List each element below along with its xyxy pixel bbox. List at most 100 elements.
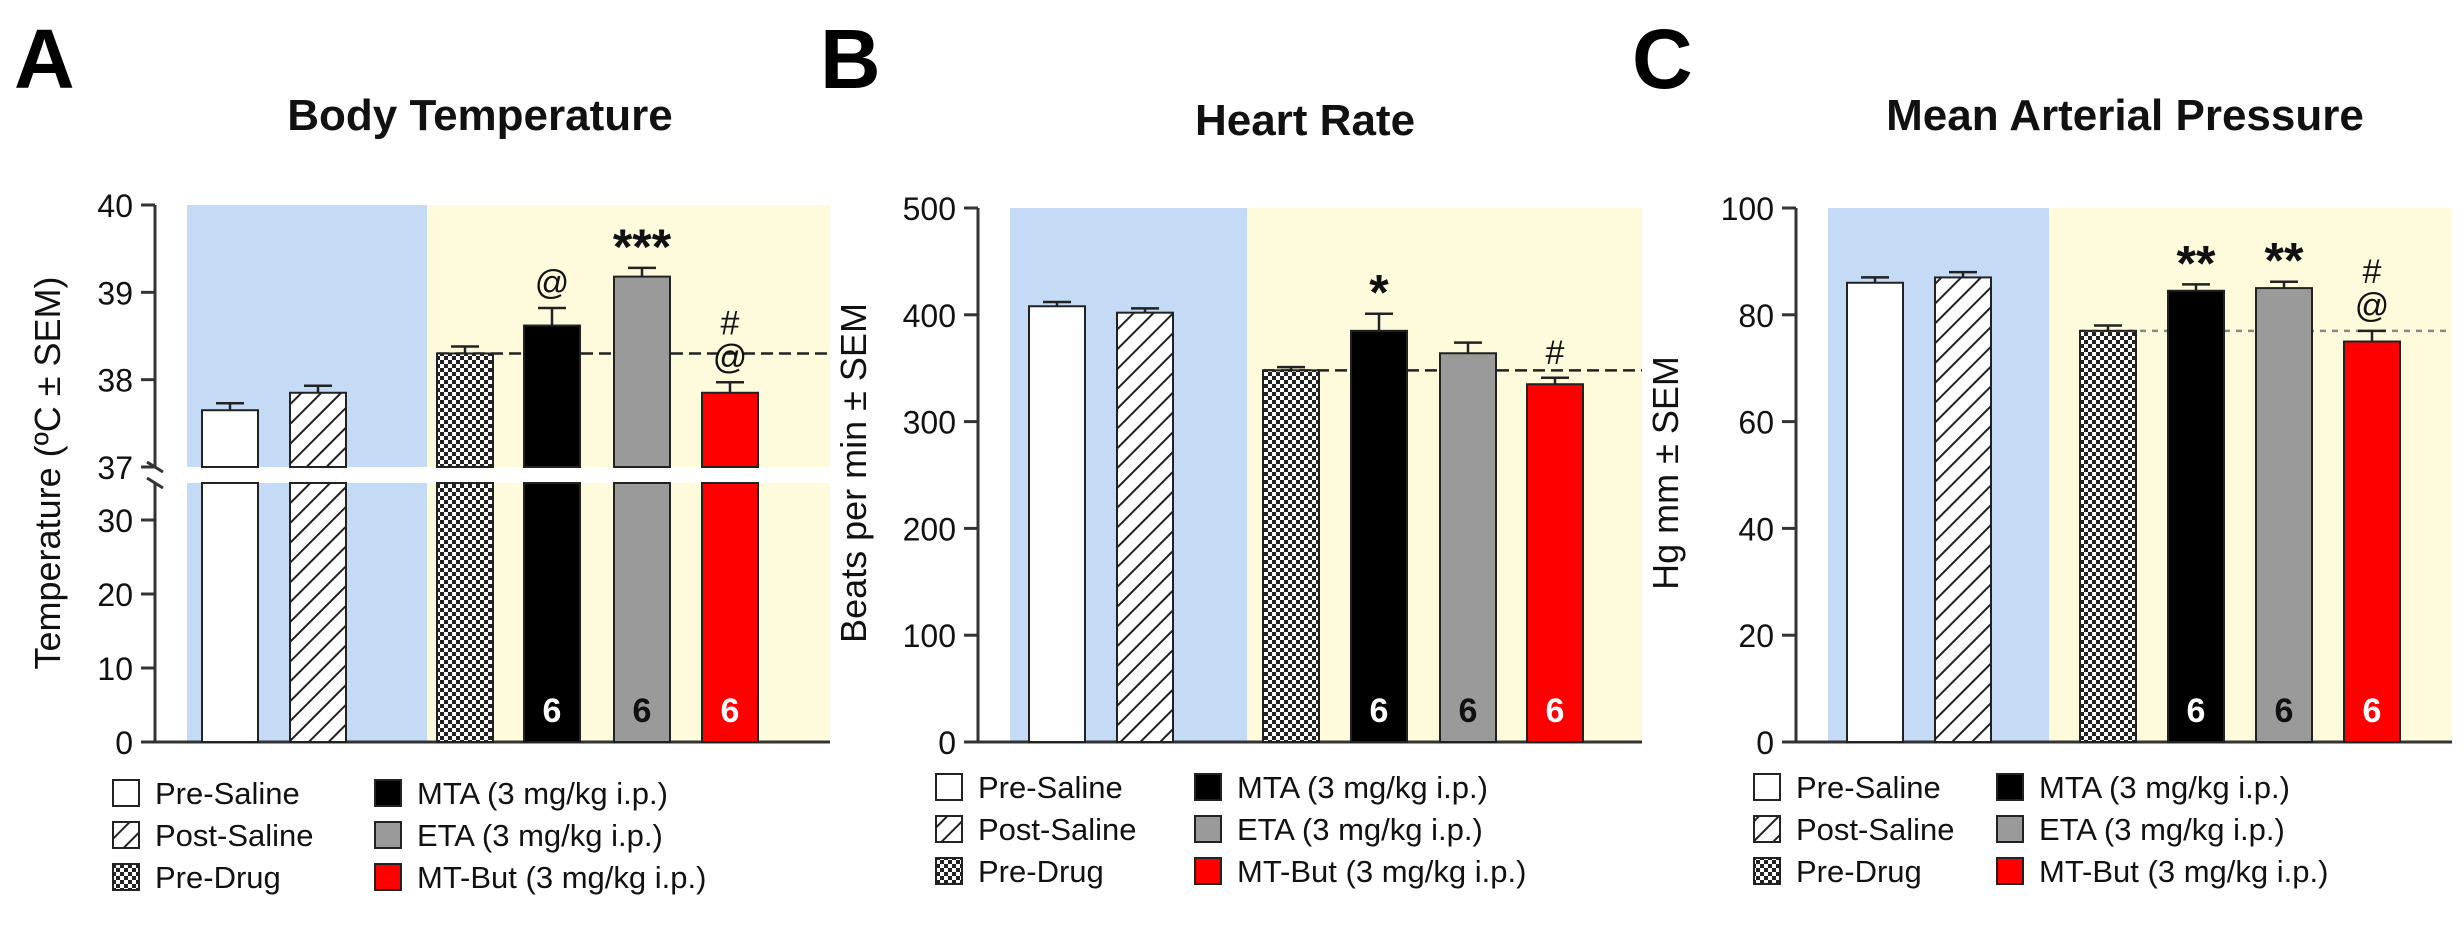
axis-break-band — [151, 467, 830, 483]
significance-marker: *** — [613, 219, 672, 275]
bar — [1116, 311, 1174, 743]
bar — [1028, 305, 1086, 743]
bar — [1526, 383, 1584, 743]
legend-swatch — [1996, 857, 2024, 885]
y-axis-label: Temperature (ºC ± SEM) — [27, 277, 68, 670]
n-label: 6 — [543, 692, 562, 730]
legend-item: ETA (3 mg/kg i.p.) — [417, 818, 663, 853]
legend-item: Post-Saline — [1796, 812, 1955, 847]
legend-swatch — [935, 857, 963, 885]
legend: Pre-Saline Post-Saline Pre-Drug MTA (3 mg/k… — [112, 776, 706, 895]
legend-swatch — [112, 779, 140, 807]
n-label: 6 — [2187, 692, 2206, 730]
significance-marker: @ — [2355, 287, 2390, 325]
legend-swatch — [112, 821, 140, 849]
bar-lower — [613, 482, 671, 743]
bar — [523, 324, 581, 468]
panel-map: C Mean Arterial Pressure Hg mm ± SEM 0 20 40 6… — [1632, 12, 2452, 889]
significance-marker: @ — [535, 264, 570, 302]
bar — [289, 391, 347, 468]
bar-lower — [701, 482, 759, 743]
panel-title: Body Temperature — [287, 91, 673, 140]
legend: Pre-Saline Post-Saline Pre-Drug MTA (3 mg/k… — [1753, 770, 2328, 889]
significance-marker: ** — [2177, 235, 2216, 291]
n-label: 6 — [1546, 692, 1565, 730]
legend-swatch — [1753, 815, 1781, 843]
y-tick-label: 400 — [903, 298, 956, 334]
y-tick-label: 200 — [903, 511, 956, 547]
n-label: 6 — [2275, 692, 2294, 730]
legend-item: Pre-Saline — [155, 776, 300, 811]
legend-swatch — [935, 773, 963, 801]
legend-item: Post-Saline — [155, 818, 314, 853]
legend-item: MT-But (3 mg/kg i.p.) — [2039, 854, 2328, 889]
legend-item: Pre-Drug — [978, 854, 1104, 889]
bar-lower — [523, 482, 581, 743]
significance-marker: ** — [2265, 233, 2304, 289]
y-tick-label: 0 — [115, 725, 133, 761]
y-tick-label: 500 — [903, 191, 956, 227]
significance-marker: # — [721, 304, 740, 342]
y-tick-label: 40 — [1738, 511, 1774, 547]
bar — [2167, 289, 2225, 743]
legend-swatch — [935, 815, 963, 843]
legend-swatch — [1194, 857, 1222, 885]
panel-hr: B Heart Rate Beats per min ± SEM 0 100 200 300… — [820, 12, 1642, 889]
legend-swatch — [112, 863, 140, 891]
y-axis-label: Hg mm ± SEM — [1645, 356, 1686, 590]
bar — [1846, 281, 1904, 743]
panel-letter: A — [14, 12, 75, 106]
legend-swatch — [1996, 773, 2024, 801]
n-label: 6 — [633, 692, 652, 730]
y-axis-label: Beats per min ± SEM — [833, 303, 874, 643]
significance-marker: * — [1369, 265, 1389, 321]
legend-swatch — [374, 863, 402, 891]
legend-swatch — [1194, 815, 1222, 843]
legend-item: Post-Saline — [978, 812, 1137, 847]
bar — [436, 352, 494, 469]
n-label: 6 — [2363, 692, 2382, 730]
significance-marker: @ — [713, 338, 748, 376]
bar — [2255, 287, 2313, 743]
panel-letter: C — [1632, 12, 1693, 106]
significance-marker: # — [1546, 334, 1565, 372]
y-tick-label: 300 — [903, 405, 956, 441]
legend-item: MTA (3 mg/kg i.p.) — [417, 776, 668, 811]
y-tick-label: 20 — [1738, 618, 1774, 654]
bar-lower — [201, 482, 259, 743]
axis-break-mark — [146, 476, 164, 490]
legend: Pre-Saline Post-Saline Pre-Drug MTA (3 mg/k… — [935, 770, 1526, 889]
legend-item: ETA (3 mg/kg i.p.) — [1237, 812, 1483, 847]
legend-item: MT-But (3 mg/kg i.p.) — [417, 860, 706, 895]
y-tick-label: 100 — [903, 618, 956, 654]
y-tick-label: 39 — [97, 275, 133, 311]
legend-item: Pre-Drug — [1796, 854, 1922, 889]
legend-item: ETA (3 mg/kg i.p.) — [2039, 812, 2285, 847]
legend-swatch — [1753, 857, 1781, 885]
bar — [1934, 276, 1992, 743]
y-tick-label: 80 — [1738, 298, 1774, 334]
panel-title: Heart Rate — [1195, 96, 1415, 145]
legend-swatch — [1194, 773, 1222, 801]
bar — [701, 391, 759, 468]
bar — [2343, 340, 2401, 743]
legend-swatch — [1753, 773, 1781, 801]
legend-swatch — [1996, 815, 2024, 843]
y-tick-label: 37 — [97, 450, 133, 486]
y-tick-label: 38 — [97, 363, 133, 399]
legend-swatch — [374, 779, 402, 807]
n-label: 6 — [721, 692, 740, 730]
bar — [613, 275, 671, 469]
legend-item: MTA (3 mg/kg i.p.) — [1237, 770, 1488, 805]
bar — [1439, 352, 1497, 743]
y-tick-label: 60 — [1738, 405, 1774, 441]
bar — [1350, 329, 1408, 743]
significance-marker: # — [2363, 253, 2382, 291]
y-tick-label: 0 — [1756, 725, 1774, 761]
bar-lower — [289, 482, 347, 743]
bar — [2079, 329, 2137, 743]
y-tick-label: 100 — [1721, 191, 1774, 227]
panel-title: Mean Arterial Pressure — [1886, 91, 2364, 140]
legend-item: Pre-Saline — [1796, 770, 1941, 805]
y-tick-label: 20 — [97, 577, 133, 613]
